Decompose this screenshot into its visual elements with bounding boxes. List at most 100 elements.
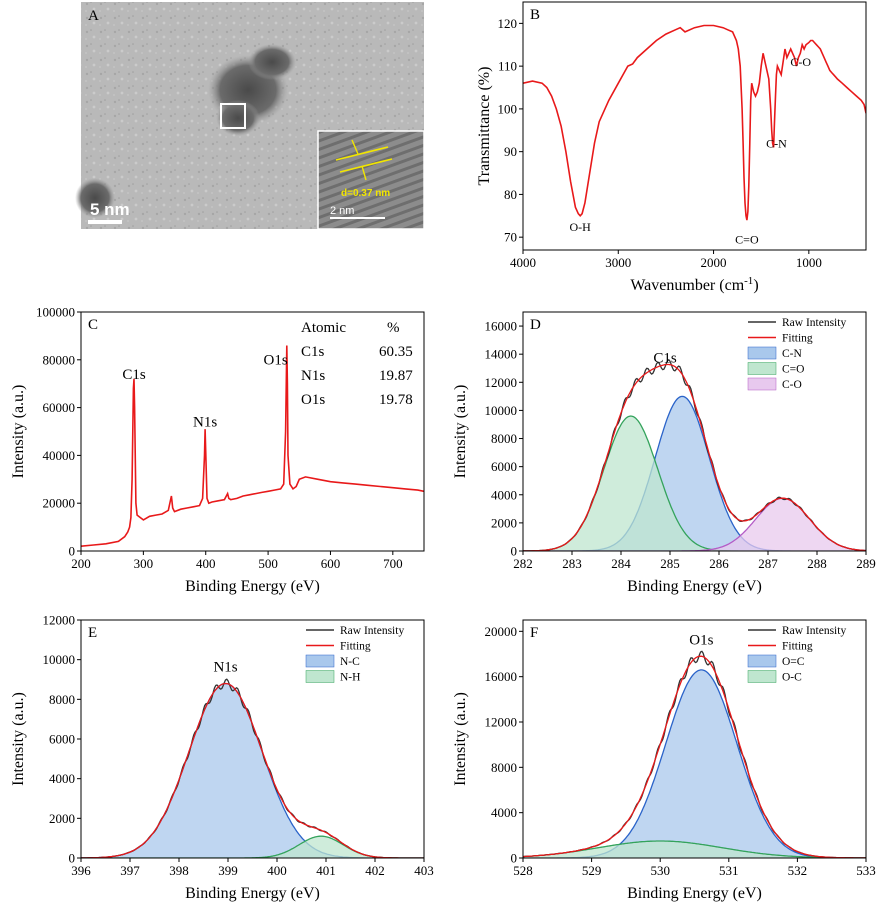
table-cell: O1s bbox=[301, 392, 325, 408]
panel-a-label: A bbox=[88, 8, 99, 24]
component-fill-oc bbox=[523, 841, 866, 858]
x-tick-label: 283 bbox=[562, 556, 582, 571]
x-axis-label: Binding Energy (eV) bbox=[627, 578, 762, 595]
scale-bar bbox=[88, 220, 122, 224]
legend-label: Fitting bbox=[782, 641, 813, 653]
y-tick-label: 12000 bbox=[485, 375, 518, 390]
plot-frame bbox=[80, 311, 425, 552]
nanoparticle bbox=[216, 100, 260, 136]
y-tick-label: 4000 bbox=[491, 487, 517, 502]
peak-annotation: O1s bbox=[263, 353, 287, 369]
y-axis-label: Intensity (a.u.) bbox=[452, 385, 469, 479]
peak-annotation: C-O bbox=[790, 55, 811, 69]
component-fill-nh bbox=[81, 836, 424, 858]
x-tick-label: 288 bbox=[807, 556, 827, 571]
y-tick-label: 80 bbox=[504, 187, 517, 202]
panel-a-tem-image: A 5 nm d=0.37 nm 2 nm bbox=[75, 2, 425, 230]
x-tick-label: 4000 bbox=[510, 255, 536, 270]
y-axis-label: Intensity (a.u.) bbox=[452, 692, 469, 786]
y-axis-label: Intensity (a.u.) bbox=[10, 385, 27, 479]
table-cell: C1s bbox=[301, 344, 325, 360]
peak-annotation: O-H bbox=[570, 220, 592, 234]
x-tick-label: 284 bbox=[611, 556, 631, 571]
plot-frame bbox=[522, 1, 867, 251]
component-fill-nc bbox=[81, 683, 424, 858]
panel-label: E bbox=[88, 625, 97, 641]
arrow-icon bbox=[351, 139, 359, 155]
table-header: Atomic bbox=[301, 320, 346, 336]
y-tick-label: 4000 bbox=[491, 805, 517, 820]
x-tick-label: 289 bbox=[856, 556, 876, 571]
y-tick-label: 8000 bbox=[491, 431, 517, 446]
legend-swatch bbox=[747, 362, 777, 375]
x-tick-label: 300 bbox=[134, 556, 154, 571]
table-cell: 19.87 bbox=[379, 368, 413, 384]
panel-label: D bbox=[530, 317, 541, 333]
legend-label: Raw Intensity bbox=[340, 625, 404, 637]
x-tick-label: 200 bbox=[71, 556, 91, 571]
peak-annotation: C-N bbox=[766, 136, 787, 150]
x-tick-label: 533 bbox=[856, 863, 876, 878]
legend-label: C-N bbox=[782, 348, 803, 360]
fitting-line bbox=[523, 363, 866, 551]
chart-b: 4000 3000 2000 1000 70 80 90 100 110 120 Wavenumbe… bbox=[476, 1, 867, 294]
y-tick-label: 2000 bbox=[491, 515, 517, 530]
component-fill-oc bbox=[523, 669, 866, 858]
x-tick-label: 528 bbox=[513, 863, 533, 878]
component-fill-cn bbox=[523, 396, 866, 551]
table-cell: N1s bbox=[301, 368, 325, 384]
y-tick-label: 6000 bbox=[49, 732, 75, 747]
peak-annotation: N1s bbox=[193, 415, 217, 431]
nanoparticle bbox=[75, 178, 115, 218]
legend-swatch bbox=[305, 654, 335, 668]
lattice-line bbox=[339, 158, 393, 173]
x-tick-label: 530 bbox=[650, 863, 670, 878]
legend-label: Raw Intensity bbox=[782, 317, 846, 329]
x-tick-label: 399 bbox=[218, 863, 238, 878]
table-cell: 19.78 bbox=[379, 392, 413, 408]
peak-label: N1s bbox=[213, 659, 237, 675]
inset-scale-bar-label: 2 nm bbox=[330, 205, 354, 217]
peak-annotation: C1s bbox=[122, 367, 146, 383]
x-tick-label: 396 bbox=[71, 863, 91, 878]
legend-label: Raw Intensity bbox=[782, 625, 846, 637]
x-axis-label: Binding Energy (eV) bbox=[185, 578, 320, 595]
y-tick-label: 8000 bbox=[49, 692, 75, 707]
y-tick-label: 10000 bbox=[485, 403, 518, 418]
fitting-line bbox=[81, 682, 424, 858]
y-tick-label: 12000 bbox=[485, 715, 518, 730]
plot-area bbox=[81, 678, 424, 858]
x-tick-label: 600 bbox=[321, 556, 341, 571]
x-tick-label: 397 bbox=[120, 863, 140, 878]
x-axis-label: Binding Energy (eV) bbox=[185, 885, 320, 902]
y-tick-label: 100 bbox=[498, 101, 518, 116]
arrow-icon bbox=[361, 165, 367, 181]
y-tick-label: 8000 bbox=[491, 760, 517, 775]
panel-label: C bbox=[88, 317, 98, 333]
y-tick-label: 14000 bbox=[485, 347, 518, 362]
legend-swatch bbox=[305, 670, 335, 683]
x-tick-label: 403 bbox=[414, 863, 434, 878]
y-tick-label: 20000 bbox=[485, 624, 518, 639]
legend-label: C=O bbox=[782, 364, 804, 376]
y-tick-label: 40000 bbox=[43, 448, 76, 463]
legend-swatch bbox=[747, 654, 777, 668]
x-axis-label: Binding Energy (eV) bbox=[627, 885, 762, 902]
y-axis-label: Intensity (a.u.) bbox=[10, 692, 27, 786]
legend-label: O-C bbox=[782, 672, 802, 684]
lattice-line bbox=[335, 146, 389, 161]
y-tick-label: 2000 bbox=[49, 811, 75, 826]
plot-area bbox=[523, 358, 866, 551]
plot-frame bbox=[522, 311, 867, 552]
chart-f: 528 529 530 531 532 533 0 4000 8000 12000 16000 200… bbox=[452, 619, 876, 902]
x-tick-label: 2000 bbox=[701, 255, 727, 270]
x-tick-label: 531 bbox=[719, 863, 739, 878]
x-tick-label: 532 bbox=[788, 863, 808, 878]
legend-label: N-C bbox=[340, 656, 360, 668]
x-tick-label: 398 bbox=[169, 863, 189, 878]
x-tick-label: 500 bbox=[258, 556, 278, 571]
legend-swatch bbox=[747, 346, 777, 360]
hrtem-inset: d=0.37 nm 2 nm bbox=[317, 130, 425, 230]
x-tick-label: 1000 bbox=[796, 255, 822, 270]
plot-frame bbox=[522, 619, 867, 859]
